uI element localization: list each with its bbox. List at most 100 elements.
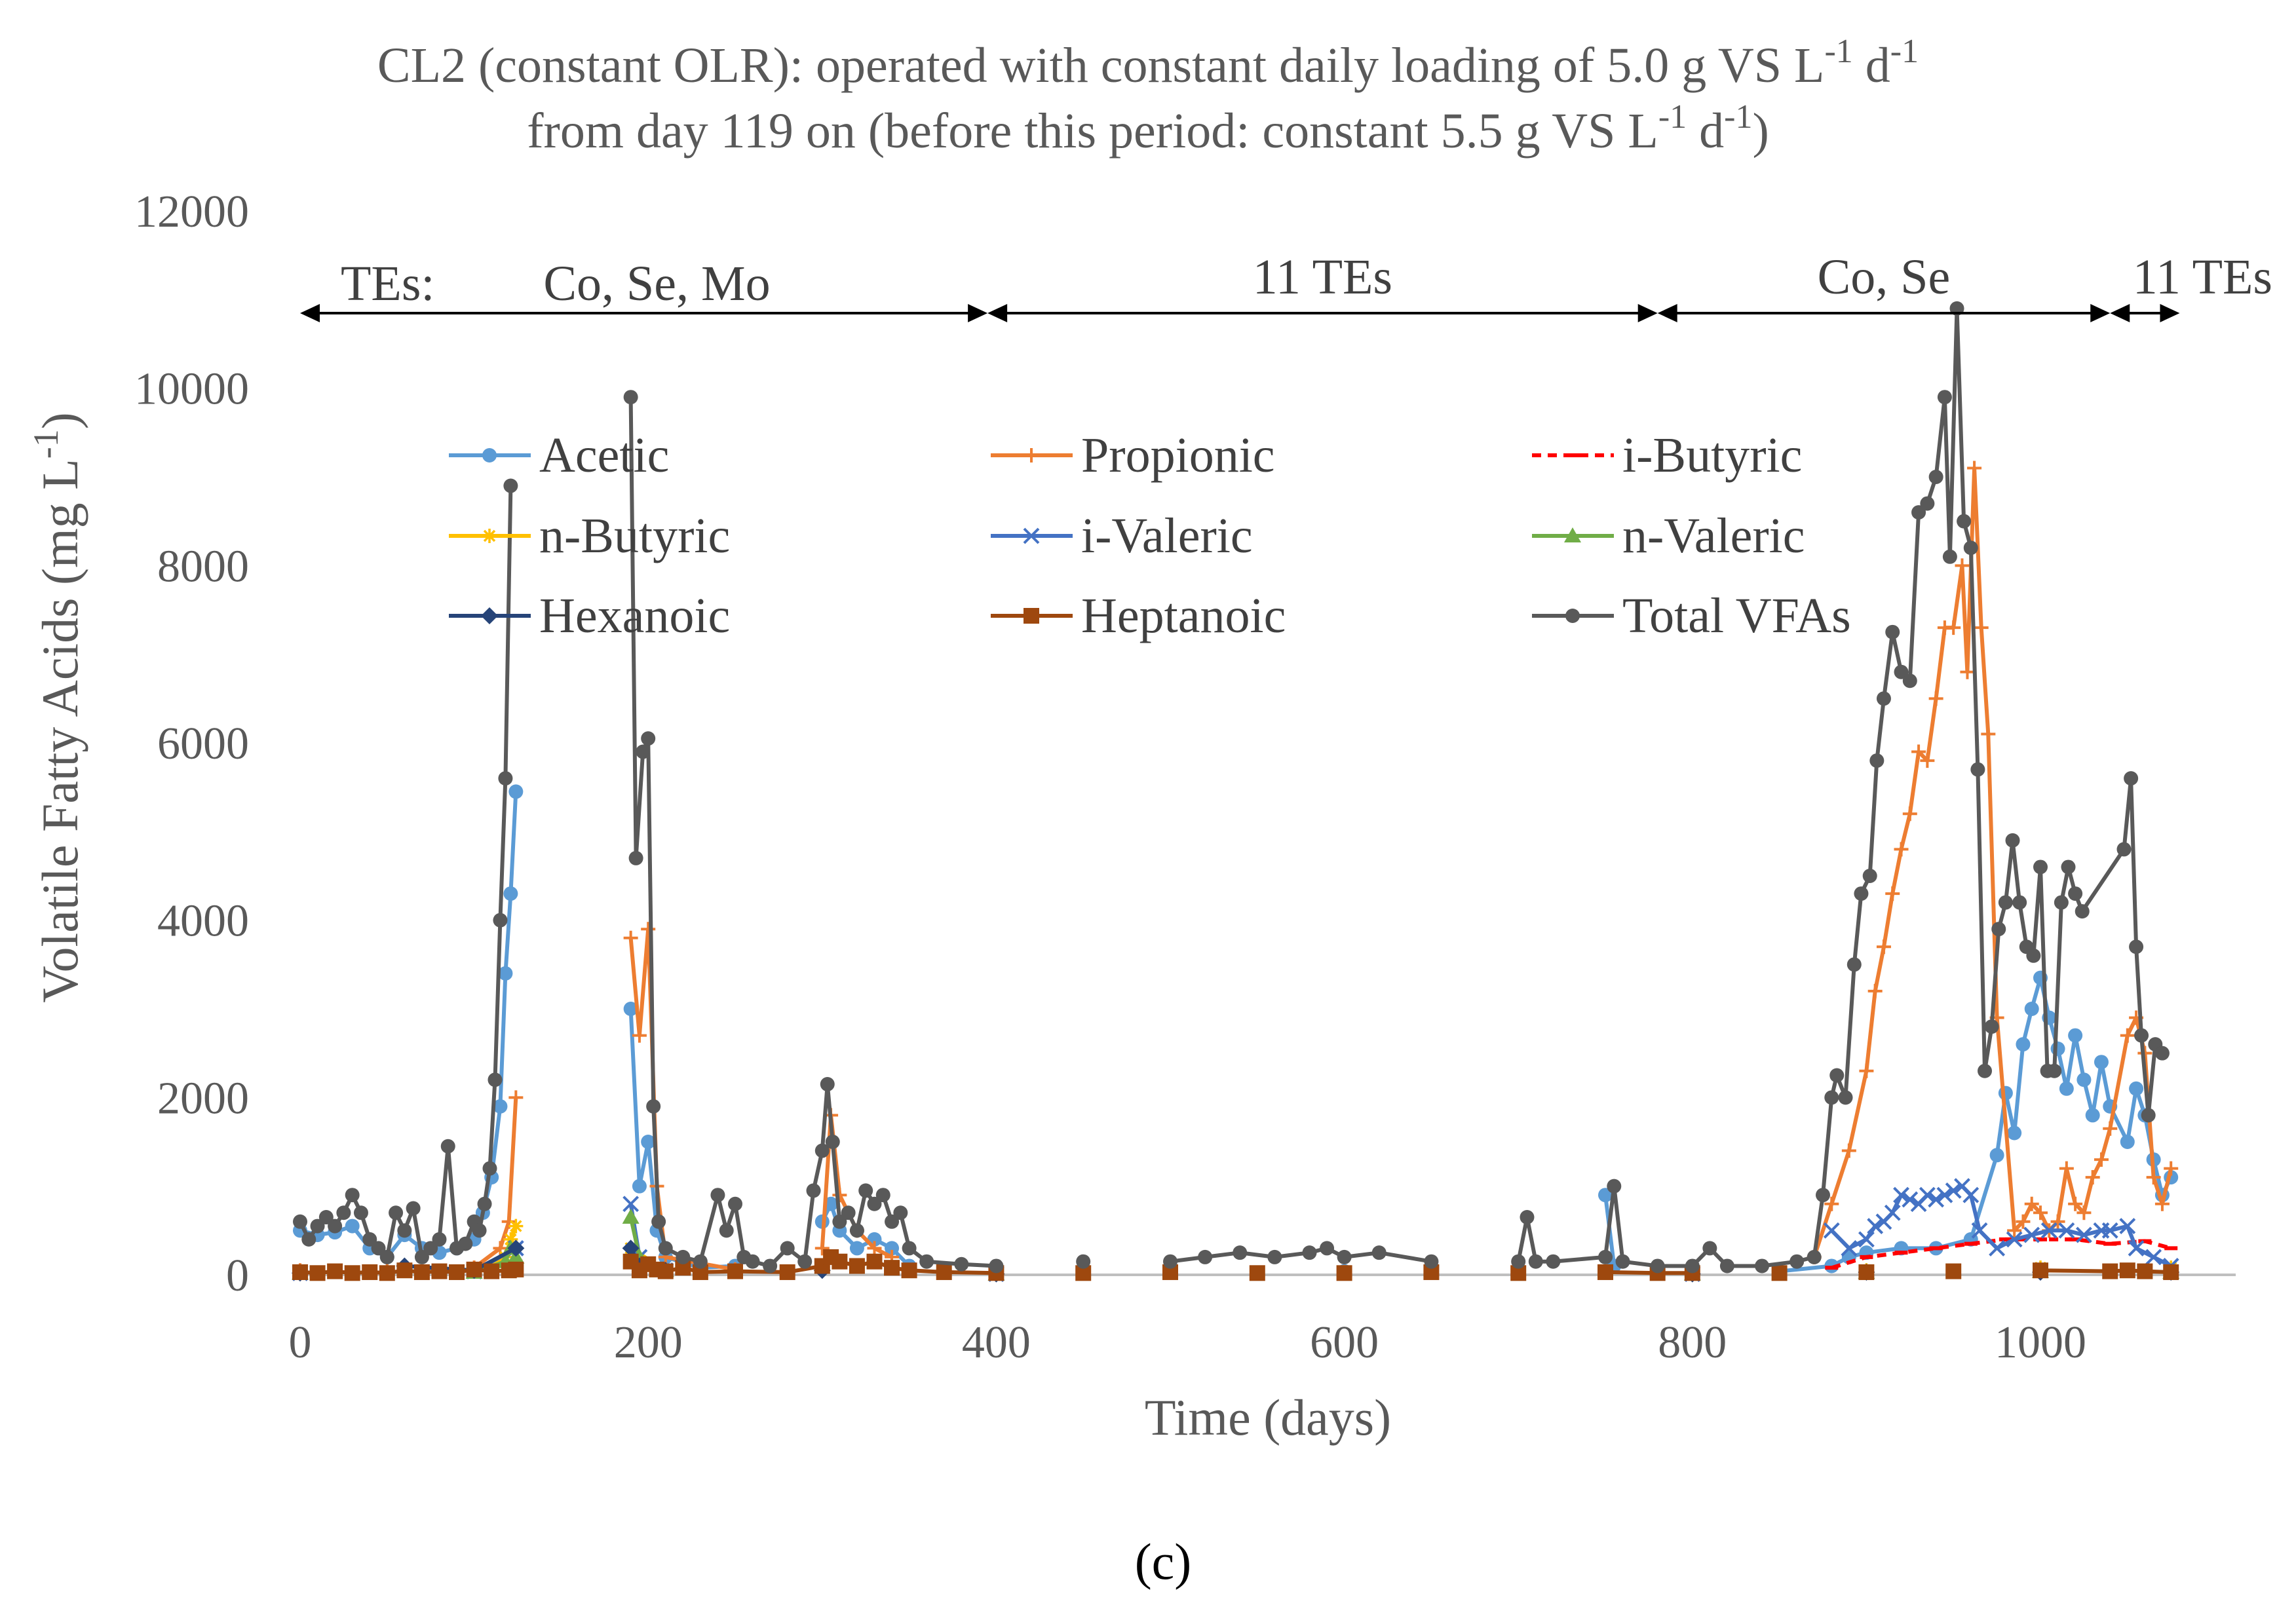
data-point — [1957, 514, 1972, 529]
data-point — [1974, 620, 1989, 635]
data-point — [1337, 1249, 1352, 1264]
data-point — [1854, 886, 1869, 901]
period-annotations: TEs: Co, Se, Mo 11 TEs Co, Se 11 TEs — [300, 250, 2272, 322]
data-point — [503, 1232, 518, 1247]
y-tick-label: 0 — [226, 1251, 249, 1301]
data-point — [1928, 470, 1943, 484]
data-point — [440, 1139, 455, 1154]
data-point — [353, 1205, 368, 1220]
data-point — [2007, 1125, 2022, 1141]
x-tick-label: 0 — [289, 1317, 312, 1368]
data-point — [676, 1249, 691, 1264]
data-point — [2145, 1249, 2162, 1266]
data-point — [336, 1205, 351, 1220]
data-point — [1807, 1249, 1822, 1264]
data-point — [866, 1253, 883, 1270]
data-point — [2085, 1108, 2100, 1123]
data-point — [2101, 1222, 2118, 1239]
data-point — [797, 1254, 813, 1269]
y-tick-label: 12000 — [134, 187, 249, 237]
data-point — [636, 744, 651, 759]
data-point — [1919, 1186, 1936, 1203]
data-point — [1829, 1068, 1845, 1083]
title1-mid: d — [1853, 38, 1890, 93]
data-point — [1841, 1239, 1858, 1256]
data-point — [2137, 1263, 2153, 1279]
data-point — [1945, 1182, 1962, 1199]
data-point — [1955, 558, 1970, 573]
data-point — [1424, 1254, 1439, 1269]
data-point — [2006, 1231, 2023, 1248]
data-point — [719, 1223, 734, 1238]
data-point — [814, 1241, 830, 1256]
data-point — [2094, 1152, 2109, 1167]
data-point — [1598, 1249, 1613, 1264]
period-prefix: TEs: — [341, 256, 435, 311]
data-point — [2076, 1072, 2092, 1087]
data-point — [641, 731, 656, 746]
data-point — [1984, 1019, 1999, 1034]
period-annotation: 11 TEs — [2110, 250, 2272, 322]
data-point — [310, 1218, 325, 1234]
legend-item-n-butyric: n-Butyric — [449, 508, 730, 563]
data-point — [2076, 1205, 2092, 1220]
data-point — [1967, 461, 1982, 476]
x-tick-label: 1000 — [1995, 1317, 2086, 1368]
data-point — [362, 1264, 378, 1280]
title2-post: ) — [1752, 104, 1769, 159]
data-point — [1902, 806, 1917, 821]
data-point — [1024, 608, 1039, 624]
data-point — [466, 1261, 482, 1277]
data-point — [1928, 1191, 1945, 1208]
data-point — [2024, 1002, 2039, 1016]
data-point — [1598, 1188, 1613, 1203]
data-point — [2016, 1037, 2031, 1052]
data-point — [1894, 842, 1909, 857]
y-axis-ticks: 0 2000 4000 6000 8000 10000 12000 — [134, 187, 249, 1301]
chart-title-line2: from day 119 on (before this period: con… — [527, 98, 1769, 159]
period-annotation: Co, Se — [1657, 250, 2111, 322]
data-point — [498, 966, 513, 981]
data-point — [2154, 1196, 2170, 1211]
data-point — [1838, 1090, 1853, 1105]
data-point — [1936, 1186, 1953, 1203]
legend-label: Propionic — [1081, 428, 1275, 483]
data-point — [503, 478, 518, 493]
data-point — [1267, 1249, 1282, 1264]
data-point — [301, 1232, 316, 1247]
data-point — [1564, 527, 1581, 542]
data-point — [1867, 1218, 1884, 1234]
data-point — [858, 1183, 873, 1198]
data-point — [2033, 1262, 2048, 1279]
series-i-valeric — [292, 1178, 2179, 1283]
data-point — [345, 1218, 360, 1234]
data-point — [728, 1196, 742, 1211]
data-point — [849, 1241, 864, 1256]
series-line — [299, 791, 518, 1259]
data-point — [2103, 1121, 2118, 1136]
data-point — [825, 1135, 840, 1149]
data-point — [389, 1205, 404, 1220]
data-point — [397, 1223, 412, 1238]
data-point — [1902, 673, 1917, 689]
y-axis-label: Volatile Fatty Acids (mg L-1) — [26, 412, 88, 1002]
data-point — [423, 1241, 438, 1256]
data-point — [1528, 1254, 1543, 1269]
data-point — [1920, 496, 1935, 511]
data-point — [498, 771, 513, 786]
data-point — [1928, 691, 1943, 706]
data-point — [1076, 1254, 1091, 1269]
data-point — [622, 1209, 640, 1224]
data-point — [477, 1196, 492, 1211]
data-point — [2120, 1028, 2135, 1043]
series-total-vfas — [293, 301, 2170, 1274]
x-tick-label: 400 — [962, 1317, 1031, 1368]
data-point — [2154, 1046, 2170, 1061]
x-axis-label: Time (days) — [1145, 1389, 1391, 1446]
legend-item-i-valeric: i-Valeric — [991, 508, 1253, 563]
data-point — [1970, 762, 1985, 777]
data-point — [989, 1258, 1004, 1274]
series-propionic — [293, 461, 2179, 1279]
data-point — [1885, 886, 1900, 901]
